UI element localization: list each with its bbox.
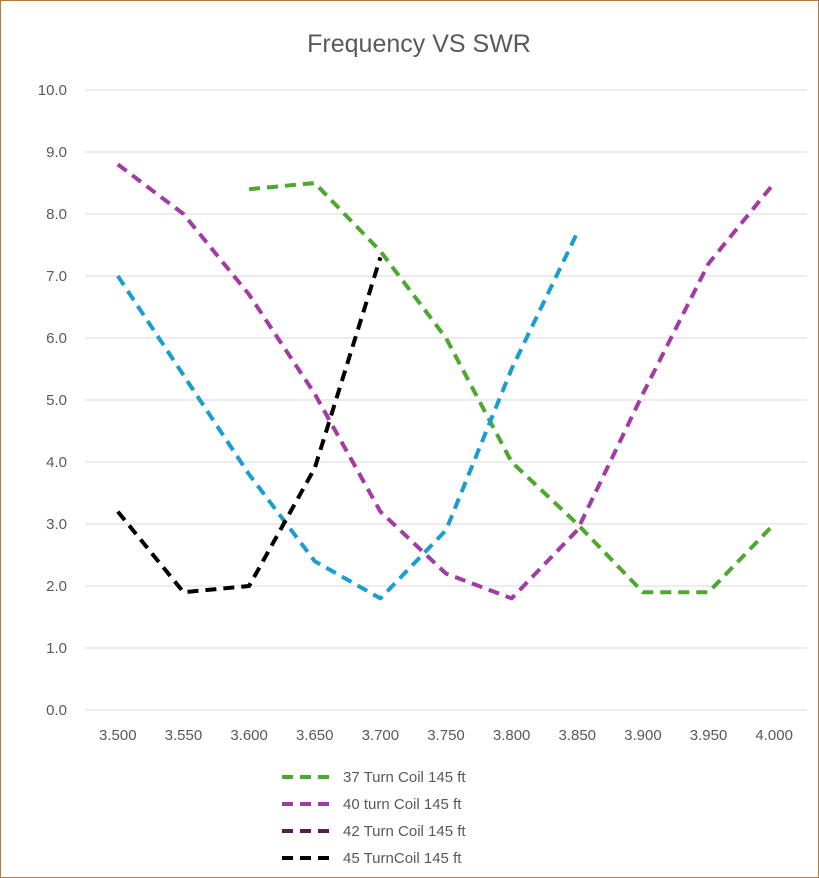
x-tick-label: 3.700 <box>362 727 400 744</box>
x-tick-label: 3.550 <box>165 727 203 744</box>
y-tick-label: 2.0 <box>46 578 67 595</box>
legend: 37 Turn Coil 145 ft 40 turn Coil 145 ft 42… <box>282 769 466 867</box>
series-line <box>116 231 580 601</box>
series-lines <box>116 162 776 601</box>
y-tick-label: 4.0 <box>46 454 67 471</box>
series-path <box>116 256 383 595</box>
y-tick-label: 7.0 <box>46 268 67 285</box>
series-path <box>116 162 776 601</box>
x-tick-label: 3.650 <box>296 727 334 744</box>
x-tick-label: 3.900 <box>624 727 662 744</box>
series-line <box>116 162 776 601</box>
series-line <box>116 256 383 595</box>
x-tick-label: 4.000 <box>755 727 793 744</box>
x-tick-label: 3.950 <box>690 727 728 744</box>
y-tick-label: 8.0 <box>46 206 67 223</box>
y-tick-label: 9.0 <box>46 144 67 161</box>
legend-label: 37 Turn Coil 145 ft <box>343 769 466 786</box>
legend-item: 42 Turn Coil 145 ft <box>282 823 466 840</box>
y-tick-label: 1.0 <box>46 640 67 657</box>
legend-label: 40 turn Coil 145 ft <box>343 796 462 813</box>
y-tick-label: 6.0 <box>46 330 67 347</box>
legend-item: 45 TurnCoil 145 ft <box>282 850 462 867</box>
y-tick-label: 5.0 <box>46 392 67 409</box>
legend-label: 45 TurnCoil 145 ft <box>343 850 462 867</box>
y-axis-ticks: 0.0 1.0 2.0 3.0 4.0 5.0 6.0 7.0 8.0 9.0 10.0 <box>38 82 67 719</box>
legend-item: 37 Turn Coil 145 ft <box>282 769 466 786</box>
x-tick-label: 3.750 <box>427 727 465 744</box>
chart-title: Frequency VS SWR <box>307 30 531 58</box>
x-axis-ticks: 3.500 3.550 3.600 3.650 3.700 3.750 3.800 3.850… <box>99 727 793 744</box>
x-tick-label: 3.800 <box>493 727 531 744</box>
legend-label: 42 Turn Coil 145 ft <box>343 823 466 840</box>
series-path <box>248 181 776 595</box>
y-tick-label: 0.0 <box>46 702 67 719</box>
x-tick-label: 3.850 <box>558 727 596 744</box>
x-tick-label: 3.500 <box>99 727 137 744</box>
gridlines <box>85 89 807 711</box>
y-tick-label: 3.0 <box>46 516 67 533</box>
y-tick-label: 10.0 <box>38 82 67 99</box>
series-line <box>248 181 776 595</box>
series-path <box>116 231 580 601</box>
x-tick-label: 3.600 <box>230 727 268 744</box>
legend-item: 40 turn Coil 145 ft <box>282 796 462 813</box>
